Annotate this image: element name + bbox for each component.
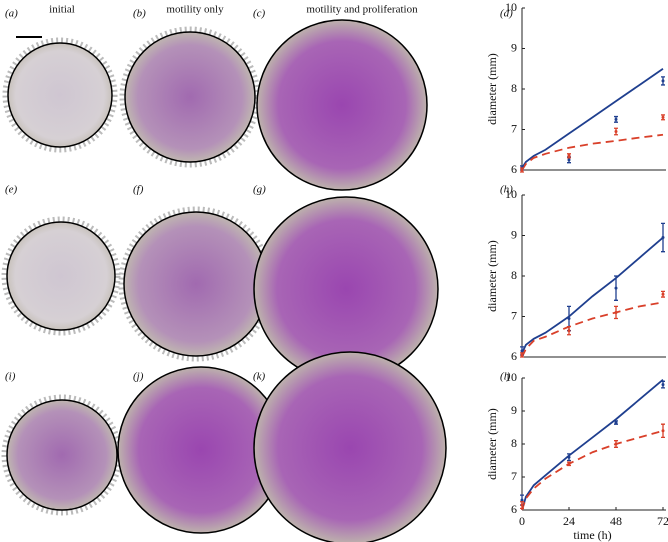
model-line [521, 236, 664, 354]
data-point [567, 158, 571, 162]
y-tick-label: 6 [511, 349, 517, 363]
panel-label: (j) [133, 371, 144, 383]
data-point [567, 329, 571, 333]
panel-label: (b) [133, 8, 146, 20]
panel-label: (f) [133, 184, 144, 196]
colony [123, 211, 269, 357]
data-point [661, 383, 665, 387]
panel-label: (l) [500, 371, 511, 383]
data-point [520, 503, 524, 507]
data-point [567, 455, 571, 459]
colony [6, 399, 118, 511]
panel-label: (a) [5, 8, 18, 20]
column-title: motility and proliferation [306, 4, 418, 16]
model-line [521, 301, 664, 358]
y-tick-label: 10 [505, 187, 517, 201]
data-point [614, 310, 618, 314]
colonies [1, 19, 447, 542]
panel-label: (c) [253, 8, 266, 20]
y-tick-label: 8 [511, 268, 517, 282]
data-point [614, 286, 618, 290]
data-point [614, 117, 618, 121]
data-point [661, 236, 665, 240]
panel-label: (k) [253, 371, 266, 383]
data-point [661, 429, 665, 433]
y-tick-label: 7 [511, 308, 517, 322]
y-tick-label: 10 [505, 370, 517, 384]
x-tick-label: 0 [519, 514, 525, 528]
y-tick-label: 8 [511, 436, 517, 450]
data-point [567, 154, 571, 158]
y-tick-label: 9 [511, 403, 517, 417]
colony-edge [2, 37, 118, 153]
y-axis-label: diameter (mm) [485, 53, 499, 125]
panel-label: (d) [500, 8, 513, 20]
y-tick-label: 10 [505, 0, 517, 14]
y-tick-label: 9 [511, 40, 517, 54]
column-title: motility only [166, 4, 224, 16]
data-point [661, 292, 665, 296]
y-tick-label: 9 [511, 227, 517, 241]
data-point [567, 462, 571, 466]
data-point [567, 317, 571, 321]
y-tick-label: 7 [511, 469, 517, 483]
panel-label: (i) [5, 371, 16, 383]
data-point [520, 168, 524, 172]
data-point [661, 115, 665, 119]
y-axis-label: diameter (mm) [485, 240, 499, 312]
y-tick-label: 6 [511, 502, 517, 516]
data-point [614, 442, 618, 446]
y-axis-label: diameter (mm) [485, 408, 499, 480]
x-tick-label: 72 [657, 514, 668, 528]
y-tick-label: 6 [511, 162, 517, 176]
panel-label: (e) [5, 184, 18, 196]
data-point [614, 130, 618, 134]
panel-label: (g) [253, 184, 266, 196]
y-tick-label: 7 [511, 121, 517, 135]
data-point [520, 353, 524, 357]
x-axis-label: time (h) [573, 528, 611, 542]
data-point [614, 421, 618, 425]
model-line [521, 378, 664, 511]
model-line [521, 429, 664, 511]
column-title: initial [49, 4, 75, 16]
colony [7, 42, 113, 148]
x-tick-label: 48 [610, 514, 622, 528]
colony [6, 221, 116, 331]
colony-edge [1, 216, 121, 336]
x-tick-label: 24 [563, 514, 575, 528]
model-line [521, 133, 664, 171]
model-line [521, 68, 664, 169]
data-point [520, 349, 524, 353]
data-point [661, 79, 665, 83]
panel-label: (h) [500, 184, 513, 196]
colony [256, 19, 428, 191]
colony [253, 351, 447, 542]
colony [124, 31, 256, 163]
data-point [520, 498, 524, 502]
y-tick-label: 8 [511, 81, 517, 95]
